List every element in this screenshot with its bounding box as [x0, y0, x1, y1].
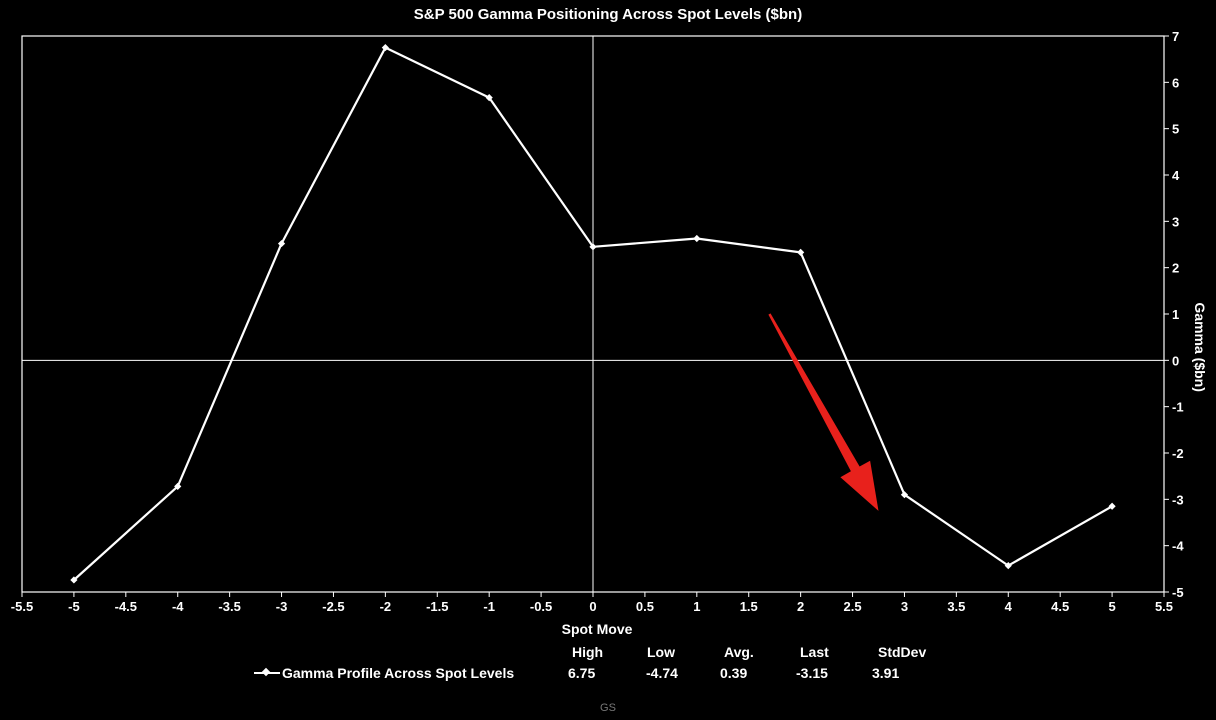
- x-tick-label: 2.5: [844, 599, 862, 614]
- y-tick-label: 3: [1172, 214, 1179, 229]
- y-axis-label: Gamma ($bn): [1192, 302, 1208, 391]
- x-tick-label: 2: [797, 599, 804, 614]
- y-tick-label: -3: [1172, 492, 1184, 507]
- legend-stat-value-last: -3.15: [796, 665, 828, 681]
- legend-stat-label-stddev: StdDev: [878, 644, 927, 660]
- x-tick-label: -4: [172, 599, 184, 614]
- x-tick-label: 1: [693, 599, 700, 614]
- x-tick-label: 4.5: [1051, 599, 1069, 614]
- x-tick-label: -1.5: [426, 599, 448, 614]
- y-tick-label: 1: [1172, 307, 1179, 322]
- x-tick-label: -2: [380, 599, 392, 614]
- x-tick-label: 3.5: [947, 599, 965, 614]
- data-point: [589, 243, 597, 251]
- data-point: [70, 576, 78, 584]
- x-tick-label: -2.5: [322, 599, 344, 614]
- x-tick-label: 5.5: [1155, 599, 1173, 614]
- red-arrow-annotation: [768, 313, 879, 511]
- legend-stat-label-low: Low: [647, 644, 675, 660]
- x-tick-label: 5: [1108, 599, 1115, 614]
- legend-series-name: Gamma Profile Across Spot Levels: [282, 665, 515, 681]
- y-tick-label: 4: [1172, 168, 1180, 183]
- y-tick-label: 5: [1172, 122, 1179, 137]
- x-tick-label: -5.5: [11, 599, 33, 614]
- data-point: [174, 482, 182, 490]
- source-label: GS: [600, 702, 616, 714]
- x-tick-label: 4: [1005, 599, 1013, 614]
- y-tick-label: -2: [1172, 446, 1184, 461]
- x-tick-label: 1.5: [740, 599, 758, 614]
- legend-stat-label-last: Last: [800, 644, 829, 660]
- y-tick-label: 0: [1172, 353, 1179, 368]
- data-point: [1108, 502, 1116, 510]
- legend-stat-value-low: -4.74: [646, 665, 678, 681]
- x-tick-label: -3.5: [218, 599, 240, 614]
- x-tick-label: -4.5: [115, 599, 137, 614]
- x-tick-label: 0: [589, 599, 596, 614]
- x-tick-label: 3: [901, 599, 908, 614]
- y-tick-label: -4: [1172, 539, 1184, 554]
- data-point: [277, 239, 286, 248]
- legend-series-entry: Gamma Profile Across Spot Levels: [254, 665, 514, 681]
- legend-stat-value-avg: 0.39: [720, 665, 748, 681]
- legend-line-marker-icon: [254, 666, 280, 680]
- data-point: [485, 94, 493, 102]
- x-tick-label: -0.5: [530, 599, 552, 614]
- legend-stat-value-stddev: 3.91: [872, 665, 900, 681]
- legend-stat-label-high: High: [572, 644, 604, 660]
- chart-title: S&P 500 Gamma Positioning Across Spot Le…: [413, 6, 803, 23]
- y-tick-label: -1: [1172, 400, 1184, 415]
- data-point: [900, 491, 909, 499]
- data-point: [797, 248, 805, 256]
- y-tick-label: 7: [1172, 29, 1179, 44]
- x-tick-label: -5: [68, 599, 80, 614]
- x-axis-label: Spot Move: [562, 621, 633, 637]
- y-tick-label: 6: [1172, 75, 1179, 90]
- legend-stat-label-avg: Avg.: [724, 644, 754, 660]
- y-tick-label: 2: [1172, 261, 1179, 276]
- x-tick-label: -1: [483, 599, 495, 614]
- data-point: [381, 43, 389, 52]
- legend-stat-value-high: 6.75: [568, 665, 596, 681]
- x-tick-label: 0.5: [636, 599, 654, 614]
- data-point: [1004, 561, 1012, 570]
- x-tick-label: -3: [276, 599, 288, 614]
- y-tick-label: -5: [1172, 585, 1184, 600]
- data-point: [693, 234, 701, 243]
